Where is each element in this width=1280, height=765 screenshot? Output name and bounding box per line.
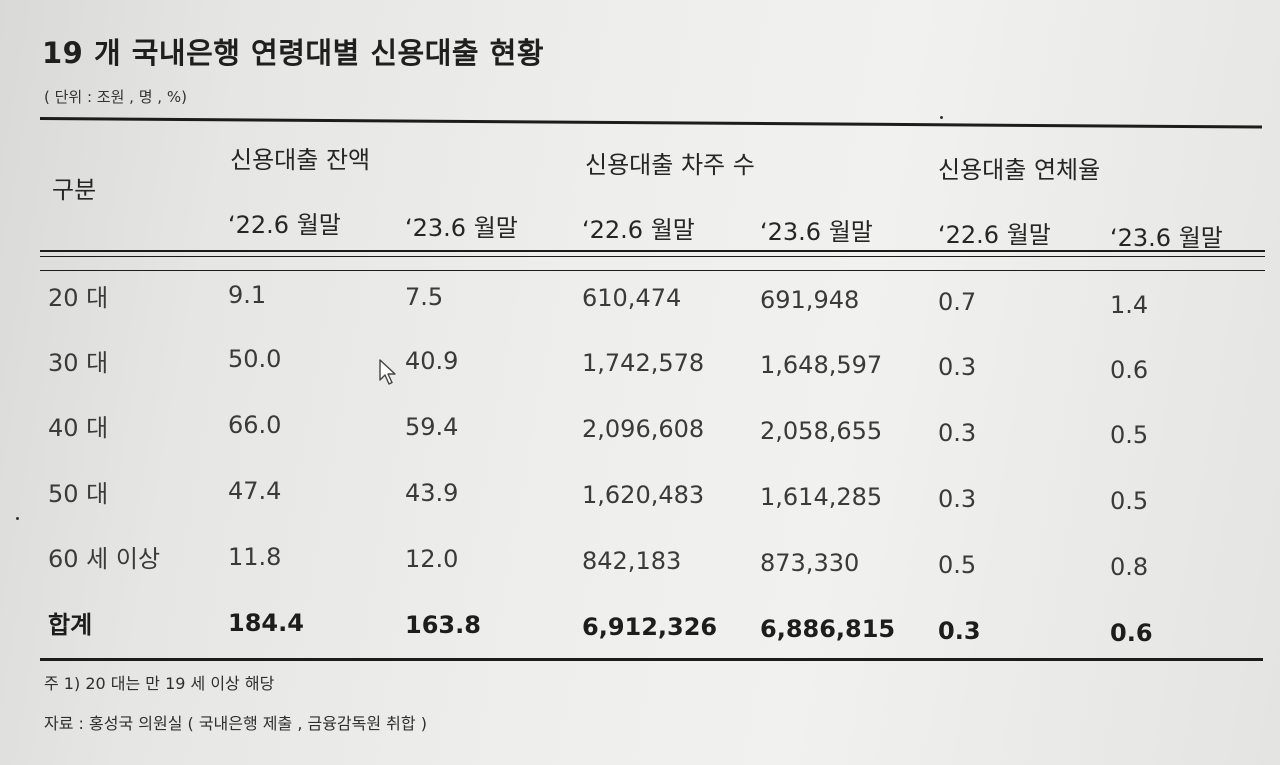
page-title: 19 개 국내은행 연령대별 신용대출 현황: [42, 36, 545, 70]
table-top-rule: [39, 117, 1262, 129]
table-cell: 59.4: [405, 413, 459, 441]
table-cell: 66.0: [228, 411, 282, 439]
table-cell: 1,614,285: [760, 483, 883, 511]
total-cell: 6,912,326: [582, 613, 718, 641]
row-label: 30 대: [48, 349, 109, 377]
total-cell: 0.6: [1110, 619, 1153, 647]
table-cell: 0.5: [1110, 421, 1149, 449]
mouse-cursor-icon: [379, 359, 396, 385]
table-cell: 610,474: [582, 284, 682, 312]
header-period-2: ‘23.6 월말: [405, 214, 518, 242]
footnote: 주 1) 20 대는 만 19 세 이상 해당: [44, 674, 275, 693]
table-cell: 50.0: [228, 345, 282, 373]
header-rule-1: [40, 250, 1265, 252]
total-cell: 184.4: [228, 609, 304, 637]
table-cell: 842,183: [582, 547, 682, 575]
speck: [16, 517, 19, 520]
table-cell: 691,948: [760, 286, 860, 314]
total-cell: 0.3: [938, 617, 981, 645]
header-period-6: ‘23.6 월말: [1110, 224, 1223, 252]
total-cell: 163.8: [405, 611, 481, 639]
table-cell: 1,648,597: [760, 351, 883, 379]
row-label: 60 세 이상: [48, 545, 161, 573]
table-cell: 7.5: [405, 283, 444, 311]
row-label: 40 대: [48, 414, 109, 442]
header-period-4: ‘23.6 월말: [760, 218, 873, 246]
table-cell: 12.0: [405, 545, 459, 573]
table-cell: 873,330: [760, 549, 860, 577]
header-rule-3: [40, 270, 1265, 271]
table-cell: 0.3: [938, 353, 977, 381]
table-cell: 9.1: [228, 281, 267, 309]
table-cell: 0.3: [938, 419, 977, 447]
table-cell: 0.7: [938, 288, 977, 316]
header-category: 구분: [52, 176, 97, 204]
table-cell: 1,742,578: [582, 349, 705, 377]
table-cell: 0.5: [938, 551, 977, 579]
header-group-borrowers: 신용대출 차주 수: [585, 151, 755, 179]
table-bottom-rule: [40, 658, 1263, 661]
table-cell: 2,096,608: [582, 415, 705, 443]
unit-note: ( 단위 : 조원 , 명 , %): [44, 88, 187, 106]
table-cell: 0.3: [938, 485, 977, 513]
header-rule-2: [40, 256, 1265, 257]
total-label: 합계: [48, 611, 93, 639]
total-cell: 6,886,815: [760, 615, 896, 643]
table-cell: 40.9: [405, 347, 459, 375]
table-cell: 43.9: [405, 479, 459, 507]
header-period-1: ‘22.6 월말: [228, 211, 341, 239]
table-cell: 0.5: [1110, 487, 1149, 515]
table-cell: 47.4: [228, 477, 282, 505]
row-label: 20 대: [48, 284, 109, 312]
table-cell: 11.8: [228, 543, 282, 571]
table-cell: 1.4: [1110, 291, 1149, 319]
table-cell: 0.8: [1110, 553, 1149, 581]
header-group-delinquency: 신용대출 연체율: [938, 156, 1101, 184]
speck: [940, 116, 943, 119]
header-group-balance: 신용대출 잔액: [230, 146, 371, 174]
header-period-5: ‘22.6 월말: [938, 221, 1051, 249]
row-label: 50 대: [48, 480, 109, 508]
table-cell: 2,058,655: [760, 417, 883, 445]
header-period-3: ‘22.6 월말: [582, 216, 695, 244]
table-cell: 0.6: [1110, 356, 1149, 384]
source-note: 자료 : 홍성국 의원실 ( 국내은행 제출 , 금융감독원 취합 ): [44, 714, 427, 733]
table-cell: 1,620,483: [582, 481, 705, 509]
